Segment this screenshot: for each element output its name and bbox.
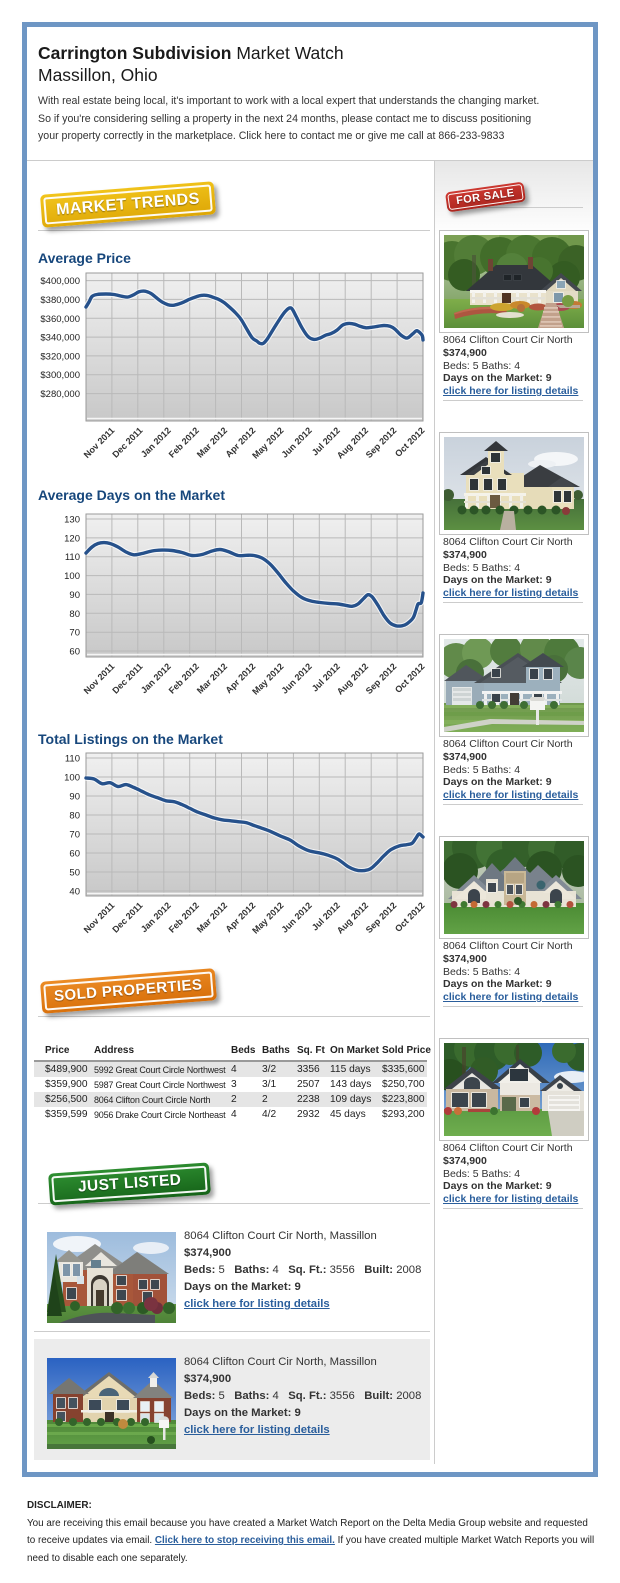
svg-text:$300,000: $300,000: [40, 370, 80, 381]
svg-text:80: 80: [69, 609, 80, 620]
svg-text:60: 60: [69, 647, 80, 658]
svg-text:40: 40: [69, 887, 80, 898]
svg-text:130: 130: [64, 515, 80, 526]
svg-text:Mar 2012: Mar 2012: [195, 900, 229, 934]
svg-text:60: 60: [69, 849, 80, 860]
svg-text:Sep 2012: Sep 2012: [364, 661, 399, 696]
svg-text:$360,000: $360,000: [40, 314, 80, 325]
svg-text:Sep 2012: Sep 2012: [364, 425, 399, 460]
svg-text:Dec 2011: Dec 2011: [110, 425, 144, 459]
svg-text:Jun 2012: Jun 2012: [279, 661, 313, 695]
svg-text:100: 100: [64, 571, 80, 582]
svg-text:$280,000: $280,000: [40, 389, 80, 400]
svg-text:110: 110: [65, 754, 80, 765]
svg-text:70: 70: [69, 830, 80, 841]
svg-text:120: 120: [64, 533, 80, 544]
svg-text:Sep 2012: Sep 2012: [364, 900, 399, 935]
svg-text:Dec 2011: Dec 2011: [110, 900, 144, 934]
svg-text:110: 110: [65, 552, 80, 563]
svg-text:Mar 2012: Mar 2012: [195, 425, 229, 459]
svg-text:$400,000: $400,000: [40, 276, 80, 287]
svg-text:Jun 2012: Jun 2012: [279, 900, 313, 934]
svg-text:Oct 2012: Oct 2012: [393, 661, 427, 695]
svg-text:$380,000: $380,000: [40, 295, 80, 306]
svg-text:100: 100: [64, 773, 80, 784]
svg-text:Jun 2012: Jun 2012: [279, 425, 313, 459]
svg-text:90: 90: [69, 792, 80, 803]
svg-text:Mar 2012: Mar 2012: [195, 661, 229, 695]
svg-text:70: 70: [69, 628, 80, 639]
svg-text:Dec 2011: Dec 2011: [110, 661, 144, 695]
svg-text:$340,000: $340,000: [40, 333, 80, 344]
svg-text:Oct 2012: Oct 2012: [393, 425, 427, 459]
svg-text:90: 90: [69, 590, 80, 601]
svg-text:80: 80: [69, 811, 80, 822]
svg-text:50: 50: [69, 868, 80, 879]
svg-text:$320,000: $320,000: [40, 351, 80, 362]
svg-text:Oct 2012: Oct 2012: [393, 900, 427, 934]
